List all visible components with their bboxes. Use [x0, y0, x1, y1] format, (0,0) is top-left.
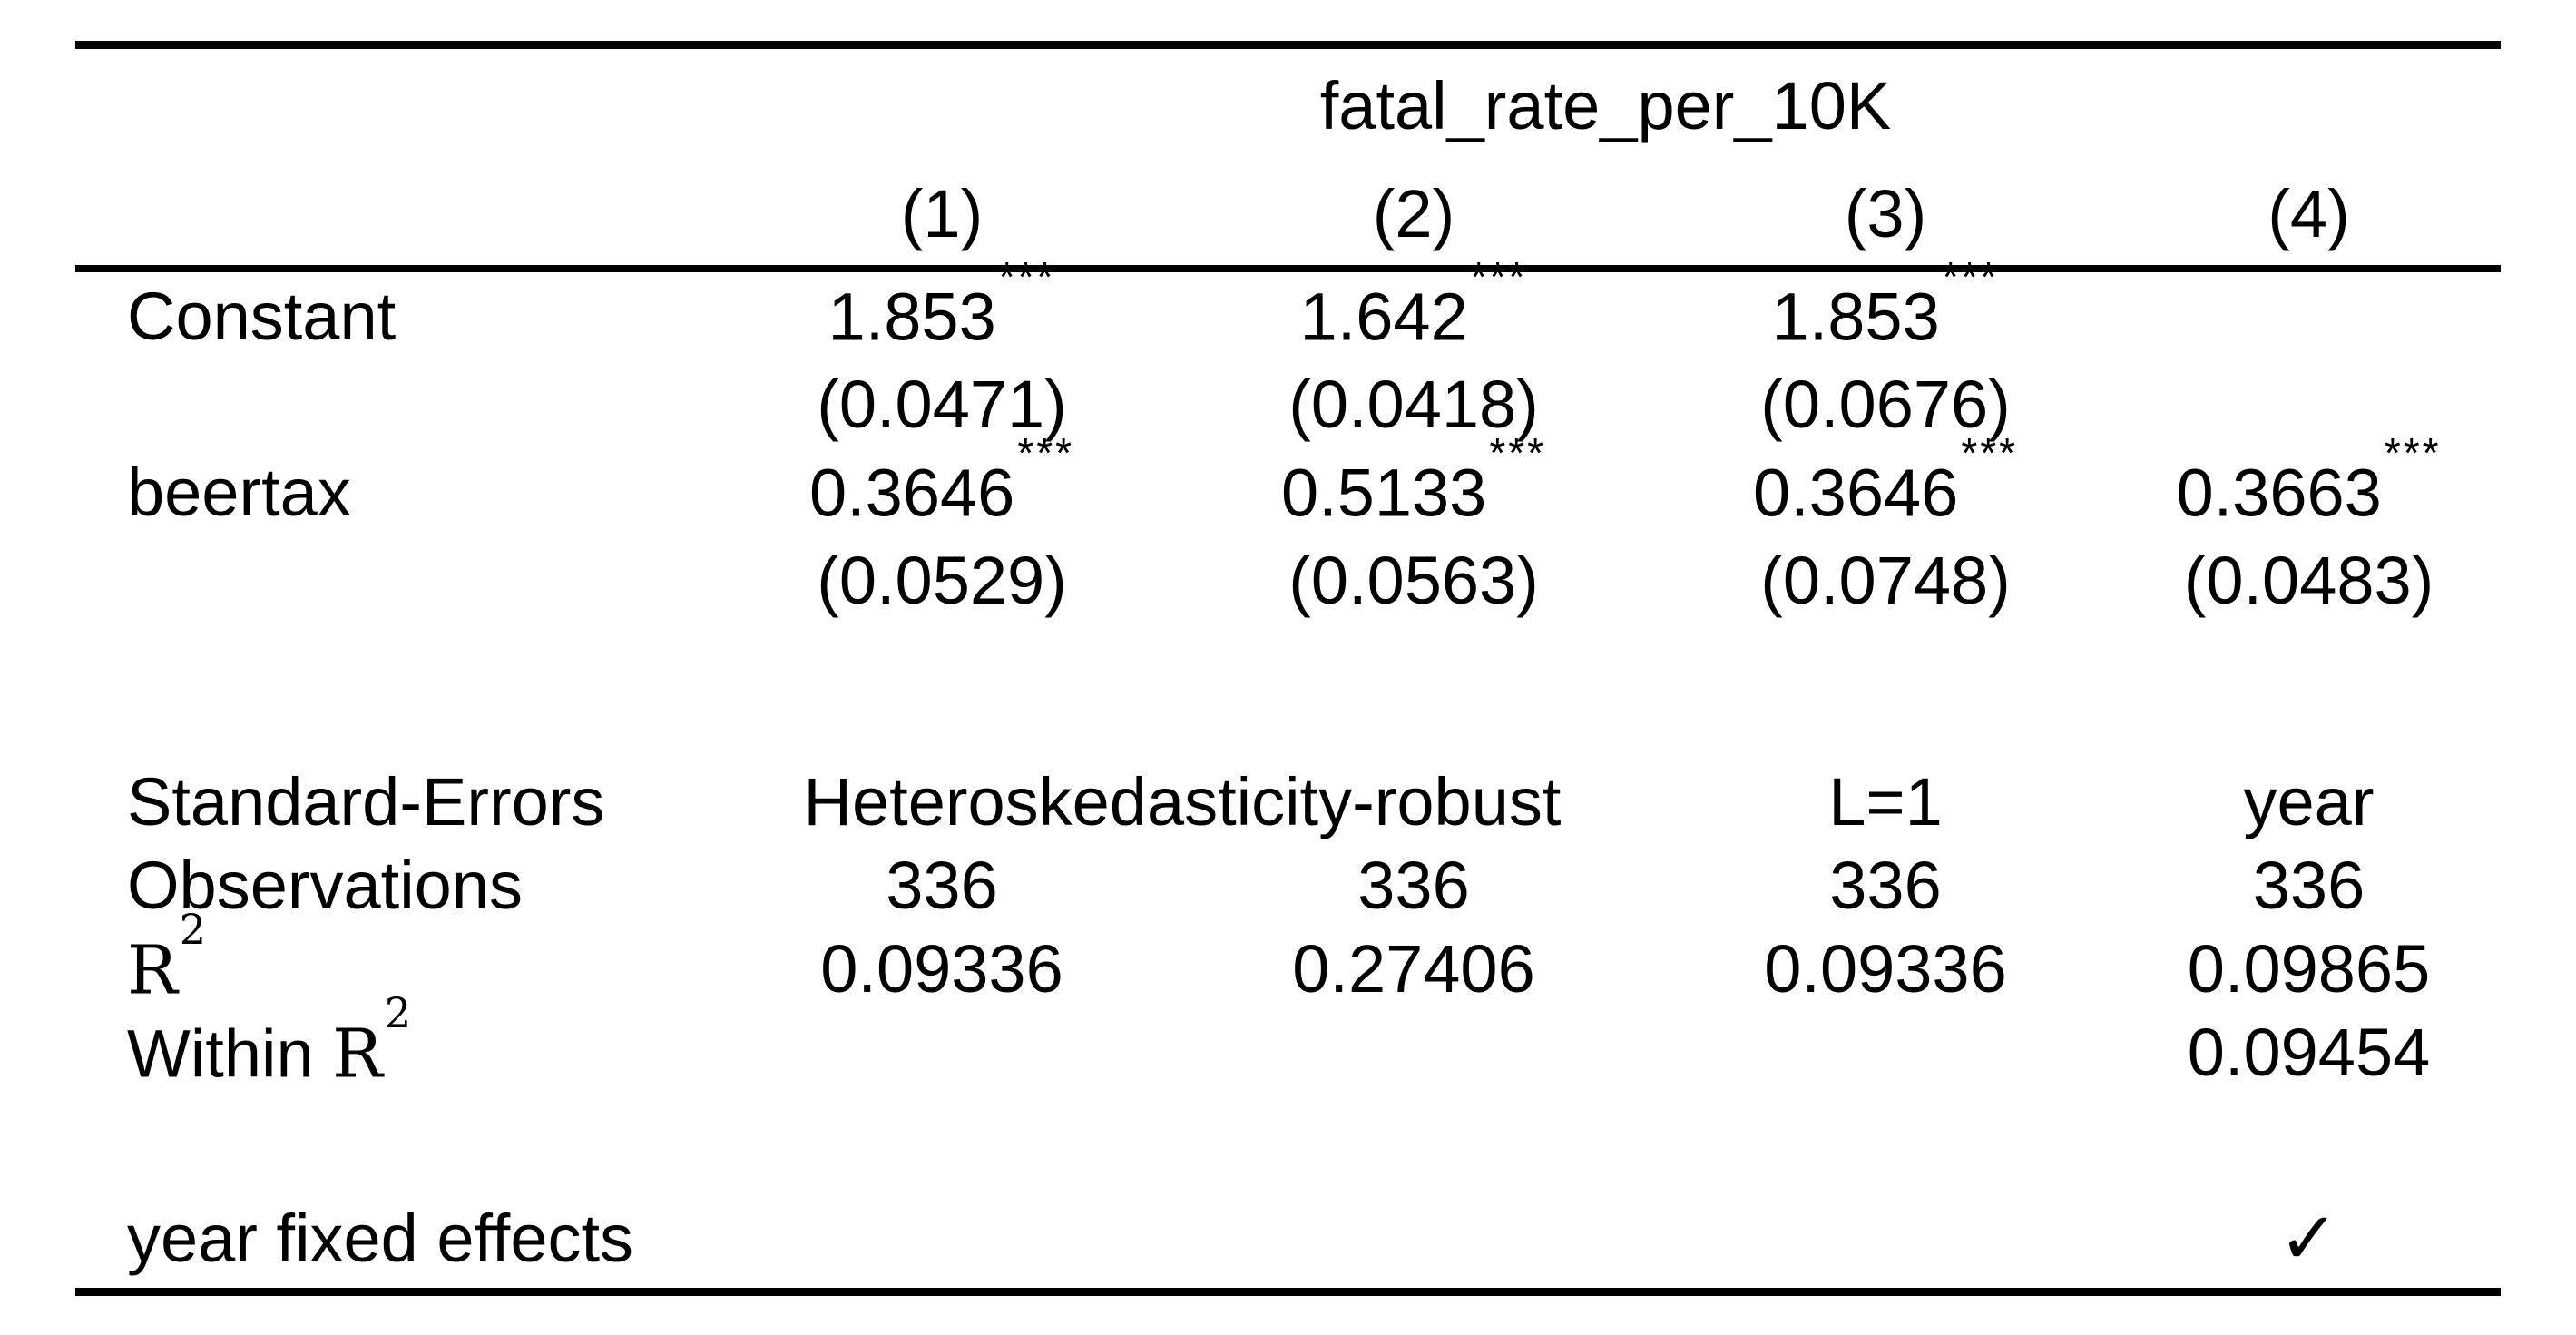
se-cell: (0.0676)	[1760, 366, 2011, 442]
coef-row-constant: Constant 1.853*** 1.642*** 1.853***	[75, 256, 2501, 360]
significance-stars: ***	[998, 252, 1056, 300]
row-label-beertax: beertax	[127, 454, 351, 530]
estimate-value: 0.5133	[1280, 455, 1487, 531]
fe-check-cell: ✓	[2117, 1190, 2501, 1292]
squared-superscript: 2	[384, 988, 412, 1038]
se-row-empty-label	[75, 536, 710, 624]
r-symbol: R	[332, 1015, 383, 1094]
check-icon: ✓	[2277, 1198, 2340, 1279]
table-header: fatal_rate_per_10K (1) (2) (3) (4)	[75, 45, 2501, 269]
se-type-col-4: year	[2243, 764, 2375, 839]
observations-cell: 336	[1829, 848, 1942, 923]
estimate-value: 1.853	[828, 279, 996, 355]
col-number-4: (4)	[2267, 176, 2350, 251]
spacer-cell	[75, 624, 2501, 761]
squared-superscript: 2	[179, 905, 206, 955]
estimate-cell: 0.3646***	[1654, 432, 2117, 536]
r2-cell: 0.09336	[820, 931, 1063, 1006]
stat-row-r2: R2 0.09336 0.27406 0.09336 0.09865	[75, 908, 2501, 1011]
estimate-cell: 0.3663***	[2117, 432, 2501, 536]
within-r2-cell	[1173, 1011, 1654, 1095]
spacer-row	[75, 1095, 2501, 1190]
observations-cell: 336	[1357, 848, 1470, 923]
estimate-value: 0.3646	[808, 455, 1015, 531]
stat-row-within-r2: Within R2 0.09454	[75, 992, 2501, 1095]
col-number-3: (3)	[1844, 176, 1927, 251]
estimate-value: 0.3646	[1752, 455, 1959, 531]
estimate-cell: 1.853***	[1654, 256, 2117, 360]
se-row-constant: (0.0471) (0.0418) (0.0676)	[75, 360, 2501, 448]
estimate-cell: 0.3646***	[710, 432, 1173, 536]
estimate-cell: 1.853***	[710, 256, 1173, 360]
significance-stars: ***	[2384, 428, 2442, 476]
within-r2-cell: 0.09454	[2187, 1015, 2431, 1090]
se-cell: (0.0483)	[2183, 542, 2434, 618]
r-symbol: R	[127, 931, 178, 1010]
fixed-effects-row: year fixed effects ✓	[75, 1190, 2501, 1292]
estimate-value: 0.3663	[2176, 455, 2382, 531]
row-label-year-fixed-effects: year fixed effects	[127, 1201, 634, 1276]
label-prefix: Within	[127, 1016, 333, 1092]
significance-stars: ***	[1470, 252, 1528, 300]
se-type-cols-1-2: Heteroskedasticity-robust	[803, 764, 1562, 839]
se-cell: (0.0529)	[817, 542, 1067, 618]
observations-cell: 336	[2252, 848, 2365, 923]
se-row-beertax: (0.0529) (0.0563) (0.0748) (0.0483)	[75, 536, 2501, 624]
estimate-cell: 1.642***	[1173, 256, 1654, 360]
se-cell: (0.0418)	[1288, 366, 1539, 442]
col-number-1: (1)	[900, 176, 984, 251]
estimate-cell: 0.5133***	[1173, 432, 1654, 536]
stat-row-observations: Observations 336 336 336 336	[75, 844, 2501, 928]
fe-empty-cell	[710, 1190, 1173, 1292]
dep-var-row: fatal_rate_per_10K	[75, 45, 2501, 164]
coef-row-beertax: beertax 0.3646*** 0.5133*** 0.3646*** 0.…	[75, 432, 2501, 536]
col-number-2: (2)	[1372, 176, 1455, 251]
se-cell: (0.0748)	[1760, 542, 2011, 618]
dep-var-header: fatal_rate_per_10K	[1319, 68, 1892, 143]
table-body: Constant 1.853*** 1.642*** 1.853*** (0.0…	[75, 256, 2501, 1292]
fe-empty-cell	[1654, 1190, 2117, 1292]
dep-var-row-empty-cell	[75, 45, 710, 164]
r2-cell: 0.09865	[2187, 931, 2431, 1006]
row-label-observations: Observations	[127, 848, 523, 923]
stat-row-standard-errors: Standard-Errors Heteroskedasticity-robus…	[75, 761, 2501, 844]
estimate-value: 1.642	[1299, 279, 1468, 355]
significance-stars: ***	[1961, 428, 2019, 476]
fe-empty-cell	[1173, 1190, 1654, 1292]
se-cell: (0.0471)	[817, 366, 1067, 442]
regression-table: fatal_rate_per_10K (1) (2) (3) (4) Const…	[75, 41, 2501, 1296]
se-cell	[2117, 360, 2501, 448]
row-label-standard-errors: Standard-Errors	[127, 764, 605, 839]
column-numbers-row: (1) (2) (3) (4)	[75, 163, 2501, 269]
r2-cell: 0.09336	[1764, 931, 2007, 1006]
se-cell: (0.0563)	[1288, 542, 1539, 618]
significance-stars: ***	[1489, 428, 1547, 476]
spacer-cell	[75, 1095, 2501, 1190]
r2-cell: 0.27406	[1292, 931, 1535, 1006]
spacer-row	[75, 624, 2501, 761]
estimate-value: 1.853	[1771, 279, 1940, 355]
within-r2-cell	[710, 1011, 1173, 1095]
within-r2-cell	[1654, 1011, 2117, 1095]
row-label-r2: R2	[75, 908, 710, 1011]
significance-stars: ***	[1942, 252, 2000, 300]
observations-cell: 336	[886, 848, 998, 923]
col-numbers-empty-cell	[75, 163, 710, 269]
row-label-constant: Constant	[127, 278, 397, 354]
row-label-within-r2: Within R2	[75, 992, 710, 1095]
estimate-cell	[2117, 269, 2501, 360]
se-type-col-3: L=1	[1828, 764, 1943, 839]
significance-stars: ***	[1017, 428, 1075, 476]
se-row-empty-label	[75, 360, 710, 448]
